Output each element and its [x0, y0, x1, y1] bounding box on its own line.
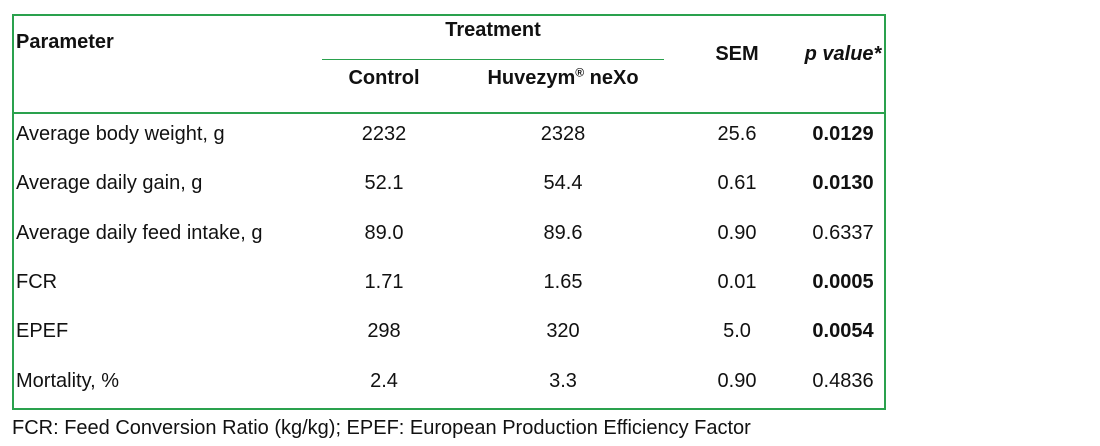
table-row: EPEF 298 320 5.0 0.0054	[14, 311, 884, 360]
huvezym-value-cell: 1.65	[543, 270, 583, 293]
column-header-control: Control	[348, 67, 420, 89]
parameter-cell: FCR	[16, 270, 58, 293]
sem-value-cell: 0.90	[717, 369, 757, 392]
sem-value-cell: 0.90	[717, 221, 757, 244]
sem-value-cell: 0.01	[717, 270, 757, 293]
table-row: Average daily feed intake, g 89.0 89.6 0…	[14, 213, 884, 262]
sem-value-cell: 25.6	[717, 123, 757, 145]
table-row: Mortality, % 2.4 3.3 0.90 0.4836	[14, 361, 884, 410]
parameter-cell: Average daily feed intake, g	[16, 221, 263, 244]
control-value-cell: 2232	[361, 123, 407, 145]
p-value-cell: 0.0054	[812, 320, 874, 343]
parameter-cell: EPEF	[16, 320, 69, 343]
sem-value-cell: 0.61	[717, 172, 757, 195]
huvezym-brand: Huvezym	[487, 67, 576, 89]
treatment-results-table: Parameter Treatment Control Huvezym® neX…	[12, 14, 886, 410]
table-body: Average body weight, g 2232 2328 25.6 0.…	[14, 114, 884, 410]
table-footnote: FCR: Feed Conversion Ratio (kg/kg); EPEF…	[12, 417, 751, 439]
control-value-cell: 52.1	[364, 172, 404, 195]
control-value-cell: 89.0	[364, 221, 404, 244]
huvezym-value-cell: 3.3	[549, 369, 577, 392]
p-value-cell: 0.0129	[812, 123, 874, 145]
column-group-header-treatment: Treatment	[322, 16, 664, 60]
parameter-cell: Average daily gain, g	[16, 172, 203, 195]
p-value-cell: 0.0005	[812, 270, 874, 293]
p-value-cell: 0.0130	[812, 172, 874, 195]
parameter-cell: Average body weight, g	[16, 123, 225, 145]
control-value-cell: 2.4	[370, 369, 398, 392]
column-header-sem: SEM	[715, 43, 759, 65]
table-header: Parameter Treatment Control Huvezym® neX…	[14, 16, 884, 114]
registered-trademark-symbol: ®	[575, 65, 585, 80]
huvezym-value-cell: 2328	[540, 123, 586, 145]
table-row: Average daily gain, g 52.1 54.4 0.61 0.0…	[14, 163, 884, 212]
control-value-cell: 298	[367, 320, 401, 343]
parameter-cell: Mortality, %	[16, 369, 119, 392]
control-value-cell: 1.71	[364, 270, 404, 293]
column-header-huvezym-nexo: Huvezym® neXo	[454, 60, 672, 112]
column-header-parameter: Parameter	[16, 31, 114, 53]
table-row: FCR 1.71 1.65 0.01 0.0005	[14, 262, 884, 311]
p-value-cell: 0.4836	[812, 369, 874, 392]
huvezym-value-cell: 320	[546, 320, 580, 343]
column-header-p-value: p value*	[804, 43, 882, 65]
table-row: Average body weight, g 2232 2328 25.6 0.…	[14, 114, 884, 163]
huvezym-value-cell: 54.4	[543, 172, 583, 195]
p-value-cell: 0.6337	[812, 221, 874, 244]
huvezym-suffix: neXo	[584, 67, 639, 89]
huvezym-value-cell: 89.6	[543, 221, 583, 244]
sem-value-cell: 5.0	[723, 320, 751, 343]
